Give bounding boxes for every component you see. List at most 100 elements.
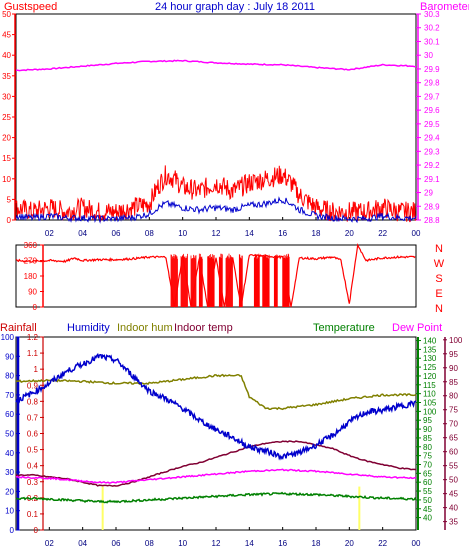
gust-tick-label: 20 [2, 134, 11, 143]
direction-tick-label: 180 [24, 272, 38, 281]
x-tick-label: 10 [178, 229, 187, 238]
gust-tick-label: 10 [2, 175, 11, 184]
barometer-tick-label: 29.4 [424, 134, 440, 143]
rainfall-tick-label: 1 [34, 365, 39, 374]
x-tick-label: 22 [378, 539, 387, 548]
x-tick-label: 04 [78, 229, 87, 238]
rainfall-tick-label: 1.2 [27, 333, 39, 342]
temperature-tick-label: 140 [423, 337, 437, 346]
x-tick-label: 14 [245, 539, 254, 548]
barometer-tick-label: 29.5 [424, 120, 440, 129]
temperature-tick-label: 60 [423, 478, 432, 487]
wind-line [15, 196, 417, 224]
dewpoint-tick-label: 60 [449, 448, 458, 457]
x-tick-label: 12 [212, 229, 221, 238]
temperature-tick-label: 75 [423, 452, 432, 461]
rain-bar [358, 486, 361, 530]
temperature-tick-label: 125 [423, 363, 437, 372]
humidity-tick-label: 60 [5, 410, 14, 419]
rain-bar [101, 486, 104, 530]
gust-line [15, 165, 417, 223]
x-tick-label: 18 [312, 539, 321, 548]
barometer-tick-label: 30 [424, 51, 433, 60]
humidity-tick-label: 80 [5, 372, 14, 381]
temperature-line [15, 491, 417, 504]
legend-indoor-hum: Indoor hum [117, 322, 173, 334]
gust-tick-label: 0 [7, 216, 12, 225]
x-tick-label: 16 [278, 229, 287, 238]
direction-tick-label: 360 [24, 241, 38, 250]
barometer-tick-label: 29.1 [424, 175, 440, 184]
humidity-line [15, 352, 417, 461]
temperature-tick-label: 110 [423, 390, 436, 399]
x-tick-label: 02 [45, 229, 54, 238]
dewpoint-tick-label: 80 [449, 392, 458, 401]
x-tick-label: 18 [312, 229, 321, 238]
x-tick-label: 12 [212, 539, 221, 548]
x-tick-label: 02 [45, 539, 54, 548]
temperature-tick-label: 45 [423, 505, 432, 514]
temperature-tick-label: 135 [423, 345, 437, 354]
dewpoint-tick-label: 90 [449, 364, 458, 373]
legend-humidity: Humidity [67, 322, 110, 334]
dewpoint-tick-label: 65 [449, 434, 458, 443]
barometer-axis-title: Barometer [420, 1, 469, 13]
gust-axis-title: Gustspeed [4, 1, 57, 13]
gust-tick-label: 15 [2, 154, 11, 163]
legend-dew-point: Dew Point [392, 322, 442, 334]
gust-tick-label: 50 [2, 10, 11, 19]
humidity-tick-label: 0 [10, 526, 15, 535]
rainfall-tick-label: 0 [34, 526, 39, 535]
humidity-tick-label: 70 [5, 391, 14, 400]
humidity-tick-label: 40 [5, 449, 14, 458]
x-tick-label: 04 [78, 539, 87, 548]
x-tick-label: 00 [412, 229, 421, 238]
temperature-tick-label: 95 [423, 416, 432, 425]
dewpoint-tick-label: 70 [449, 420, 458, 429]
dewpoint-tick-label: 55 [449, 462, 458, 471]
humidity-tick-label: 20 [5, 487, 14, 496]
barometer-tick-label: 29.6 [424, 106, 440, 115]
temperature-tick-label: 90 [423, 425, 432, 434]
temperature-tick-label: 80 [423, 443, 432, 452]
temperature-tick-label: 50 [423, 496, 432, 505]
dewpoint-tick-label: 95 [449, 350, 458, 359]
direction-tick-label: 0 [33, 303, 38, 312]
rainfall-tick-label: 0.3 [27, 478, 39, 487]
direction-tick-label: 90 [28, 288, 37, 297]
barometer-tick-label: 29.3 [424, 147, 440, 156]
rainfall-tick-label: 0.5 [27, 446, 39, 455]
rainfall-tick-label: 0.8 [27, 397, 39, 406]
compass-letter: N [435, 243, 443, 255]
legend-rainfall: Rainfall [0, 322, 37, 334]
temperature-tick-label: 105 [423, 399, 437, 408]
humidity-tick-label: 100 [1, 333, 15, 342]
temperature-tick-label: 65 [423, 469, 432, 478]
dewpoint-tick-label: 85 [449, 378, 458, 387]
x-tick-label: 08 [145, 539, 154, 548]
compass-letter: W [434, 258, 445, 270]
barometer-tick-label: 29.2 [424, 161, 440, 170]
x-tick-label: 16 [278, 539, 287, 548]
direction-line [15, 242, 416, 308]
legend-indoor-temp: Indoor temp [174, 322, 233, 334]
x-tick-label: 20 [345, 539, 354, 548]
barometer-tick-label: 30.1 [424, 37, 440, 46]
temperature-tick-label: 115 [423, 381, 436, 390]
dewpoint-tick-label: 100 [449, 336, 463, 345]
compass-letter: S [435, 273, 442, 285]
chart-title: 24 hour graph day : July 18 2011 [155, 1, 315, 13]
rainfall-tick-label: 0.6 [27, 430, 39, 439]
humidity-tick-label: 30 [5, 468, 14, 477]
barometer-tick-label: 30.2 [424, 24, 440, 33]
x-tick-label: 14 [245, 229, 254, 238]
barometer-tick-label: 29 [424, 189, 433, 198]
humidity-tick-label: 50 [5, 430, 14, 439]
temperature-tick-label: 40 [423, 514, 432, 523]
rainfall-tick-label: 1.1 [27, 349, 39, 358]
x-tick-label: 20 [345, 229, 354, 238]
x-tick-label: 10 [178, 539, 187, 548]
temperature-tick-label: 55 [423, 487, 432, 496]
